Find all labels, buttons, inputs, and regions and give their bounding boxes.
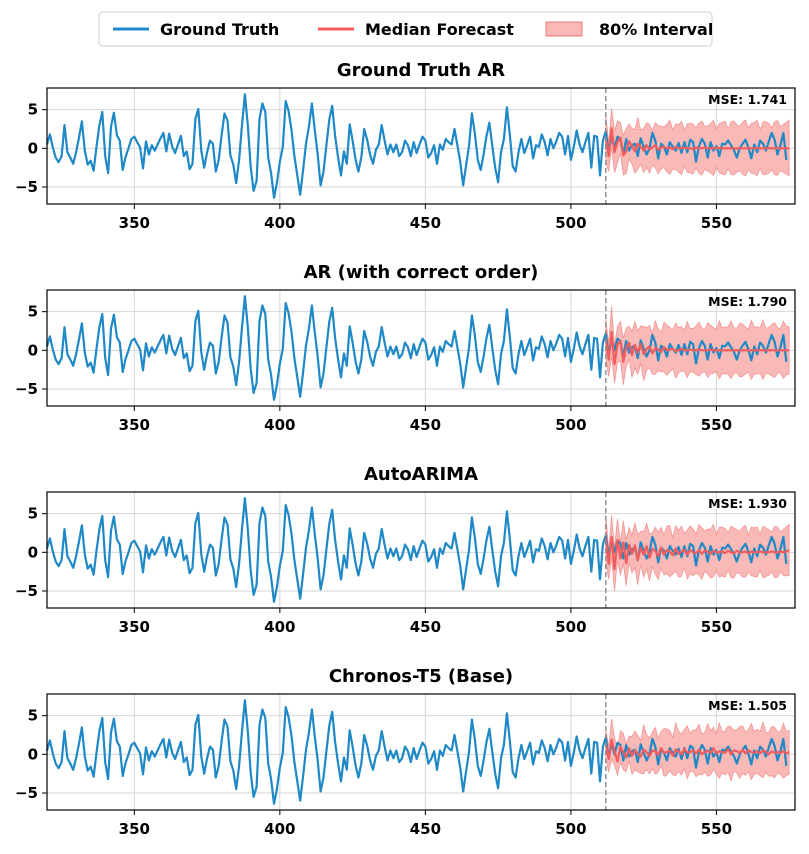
panel-chronos-t5-base: 350 400 450 500 550 5 0 −5 Chronos-T5 (Base) MS… [15, 666, 796, 838]
x-tick-label: 500 [555, 416, 586, 434]
median-forecast-line [604, 127, 790, 158]
panel-ground-truth-ar: 350 400 450 500 550 5 0 −5 Ground Truth AR MSE:… [15, 60, 796, 232]
y-tick-label: −5 [15, 380, 38, 398]
ground-truth-line [45, 93, 788, 199]
x-tick-label: 400 [264, 820, 295, 838]
y-tick-label: 5 [28, 505, 38, 523]
mse-label: MSE: 1.741 [708, 92, 787, 107]
legend-median-label: Median Forecast [365, 20, 514, 39]
x-tick-label: 550 [701, 416, 732, 434]
x-tick-label: 550 [701, 214, 732, 232]
legend-interval-label: 80% Interval [599, 20, 713, 39]
x-tick-label: 500 [555, 820, 586, 838]
prediction-interval-band [605, 718, 790, 783]
panel-title: Ground Truth AR [337, 60, 505, 81]
plot-frame [46, 491, 796, 609]
mse-label: MSE: 1.790 [708, 294, 787, 309]
mse-label: MSE: 1.930 [708, 496, 787, 511]
legend-frame [98, 11, 713, 47]
x-tick-label: 400 [264, 416, 295, 434]
x-tick-label: 550 [701, 820, 732, 838]
panel-title: AutoARIMA [364, 464, 478, 485]
x-tick-label: 500 [555, 618, 586, 636]
y-tick-label: 0 [28, 745, 38, 763]
x-tick-label: 450 [410, 416, 441, 434]
y-tick-label: 5 [28, 101, 38, 119]
panel-ar-correct-order: 350 400 450 500 550 5 0 −5 AR (with correct ord… [15, 262, 796, 434]
plot-area: 350 400 450 500 550 5 0 −5 [15, 87, 796, 232]
x-tick-label: 500 [555, 214, 586, 232]
prediction-interval-band [605, 108, 790, 177]
y-tick-label: 0 [28, 341, 38, 359]
x-tick-label: 550 [701, 618, 732, 636]
plot-area: 350 400 450 500 550 5 0 −5 [15, 491, 796, 636]
x-tick-label: 350 [119, 618, 150, 636]
y-tick-label: 5 [28, 707, 38, 725]
x-tick-label: 450 [410, 618, 441, 636]
y-tick-label: −5 [15, 784, 38, 802]
y-tick-label: 0 [28, 543, 38, 561]
median-forecast-line [604, 535, 790, 571]
x-tick-label: 450 [410, 820, 441, 838]
y-tick-label: 5 [28, 303, 38, 321]
y-tick-label: −5 [15, 178, 38, 196]
legend-interval-swatch [545, 21, 583, 37]
plot-frame [46, 289, 796, 407]
panel-title: AR (with correct order) [304, 262, 539, 283]
x-tick-label: 350 [119, 820, 150, 838]
x-tick-label: 450 [410, 214, 441, 232]
plot-area: 350 400 450 500 550 5 0 −5 [15, 693, 796, 838]
legend: Ground Truth Median Forecast 80% Interva… [98, 11, 713, 47]
x-tick-label: 400 [264, 214, 295, 232]
x-tick-label: 400 [264, 618, 295, 636]
plot-frame [46, 87, 796, 205]
plot-frame [46, 693, 796, 811]
x-tick-label: 350 [119, 214, 150, 232]
median-forecast-line [604, 738, 790, 763]
panel-autoarima: 350 400 450 500 550 5 0 −5 AutoARIMA MSE: 1.930 [15, 464, 796, 636]
mse-label: MSE: 1.505 [708, 698, 787, 713]
plot-area: 350 400 450 500 550 5 0 −5 [15, 289, 796, 434]
panel-title: Chronos-T5 (Base) [329, 666, 513, 687]
y-tick-label: −5 [15, 582, 38, 600]
median-forecast-line [604, 330, 790, 366]
prediction-interval-band [605, 306, 790, 386]
x-tick-label: 350 [119, 416, 150, 434]
y-tick-label: 0 [28, 139, 38, 157]
legend-ground-truth-label: Ground Truth [160, 20, 279, 39]
